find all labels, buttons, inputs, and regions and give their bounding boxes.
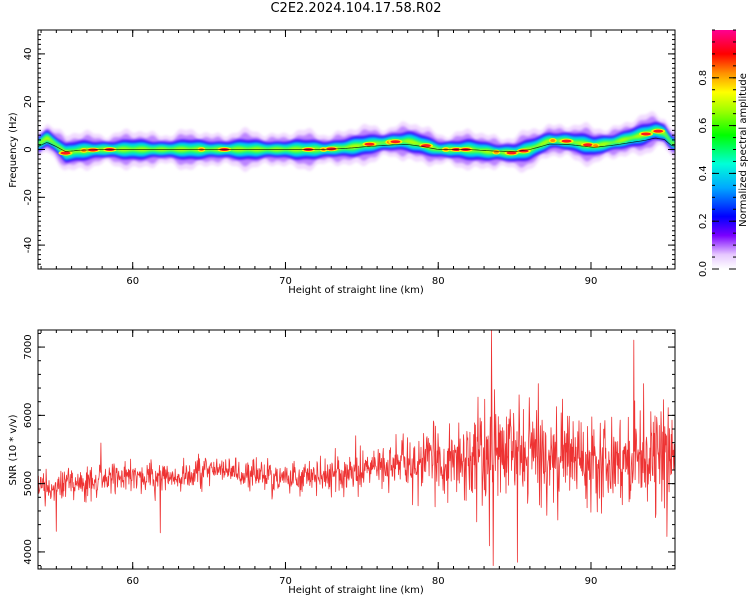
spectrogram-ticks: 60 70 80 90 -40 -20 0 20 40 xyxy=(23,29,675,287)
snr-frame xyxy=(37,329,676,570)
y-tick-label: 5000 xyxy=(23,471,34,496)
snr-y-axis-label: SNR (10 * v/v) xyxy=(8,414,19,485)
x-tick-label: 70 xyxy=(279,276,292,287)
spectrogram-plot-area xyxy=(38,111,675,173)
spectrogram-panel: 60 70 80 90 -40 -20 0 20 40 Height of straight l… xyxy=(8,29,676,296)
colorbar-tick-label: 0.4 xyxy=(698,165,709,181)
amplitude-peak xyxy=(640,132,651,136)
x-tick-label: 90 xyxy=(585,576,598,587)
snr-panel: 60 70 80 90 4000 5000 6000 7000 Height of strai… xyxy=(8,329,676,596)
colorbar-label: Normalized spectral amplitude xyxy=(738,73,749,227)
colorbar-tick-label: 0.0 xyxy=(698,261,709,277)
spectrogram-x-axis-label: Height of straight line (km) xyxy=(288,285,424,296)
amplitude-peak xyxy=(364,142,375,146)
colorbar-tick-label: 0.6 xyxy=(698,118,709,134)
amplitude-peak xyxy=(60,151,71,155)
colorbar-ticks: 0.0 0.2 0.4 0.6 0.8 xyxy=(698,29,736,277)
amplitude-peak xyxy=(390,140,401,144)
x-tick-label: 80 xyxy=(432,276,445,287)
y-tick-label: 40 xyxy=(23,48,34,61)
colorbar-gradient xyxy=(712,30,736,269)
colorbar: 0.0 0.2 0.4 0.6 0.8 Normalized spectral ampl… xyxy=(698,29,749,277)
spectral-ridge-band xyxy=(38,128,675,156)
ridge-center-line xyxy=(38,137,675,152)
colorbar-tick-label: 0.2 xyxy=(698,213,709,229)
amplitude-peak xyxy=(506,151,517,155)
y-tick-label: 6000 xyxy=(23,403,34,428)
y-tick-label: 4000 xyxy=(23,539,34,564)
amplitude-peak xyxy=(550,139,556,143)
snr-ticks: 60 70 80 90 4000 5000 6000 7000 xyxy=(23,330,675,587)
y-tick-label: -20 xyxy=(23,189,34,205)
x-tick-label: 70 xyxy=(279,576,292,587)
y-tick-label: 7000 xyxy=(23,334,34,359)
x-tick-label: 60 xyxy=(126,576,139,587)
snr-plot-area xyxy=(38,330,675,566)
x-tick-label: 80 xyxy=(432,576,445,587)
amplitude-peak xyxy=(582,143,593,147)
amplitude-peak xyxy=(561,139,572,143)
y-tick-label: -40 xyxy=(23,237,34,253)
colorbar-tick-label: 0.8 xyxy=(698,70,709,86)
snr-series-line xyxy=(38,330,675,566)
y-tick-label: 0 xyxy=(23,146,34,152)
figure-title: C2E2.2024.104.17.58.R02 xyxy=(270,1,442,16)
x-tick-label: 60 xyxy=(126,276,139,287)
spectrogram-y-axis-label: Frequency (Hz) xyxy=(8,112,19,188)
snr-x-axis-label: Height of straight line (km) xyxy=(288,585,424,596)
amplitude-peak xyxy=(653,129,664,133)
x-tick-label: 90 xyxy=(585,276,598,287)
amplitude-peak xyxy=(593,144,599,148)
y-tick-label: 20 xyxy=(23,95,34,108)
